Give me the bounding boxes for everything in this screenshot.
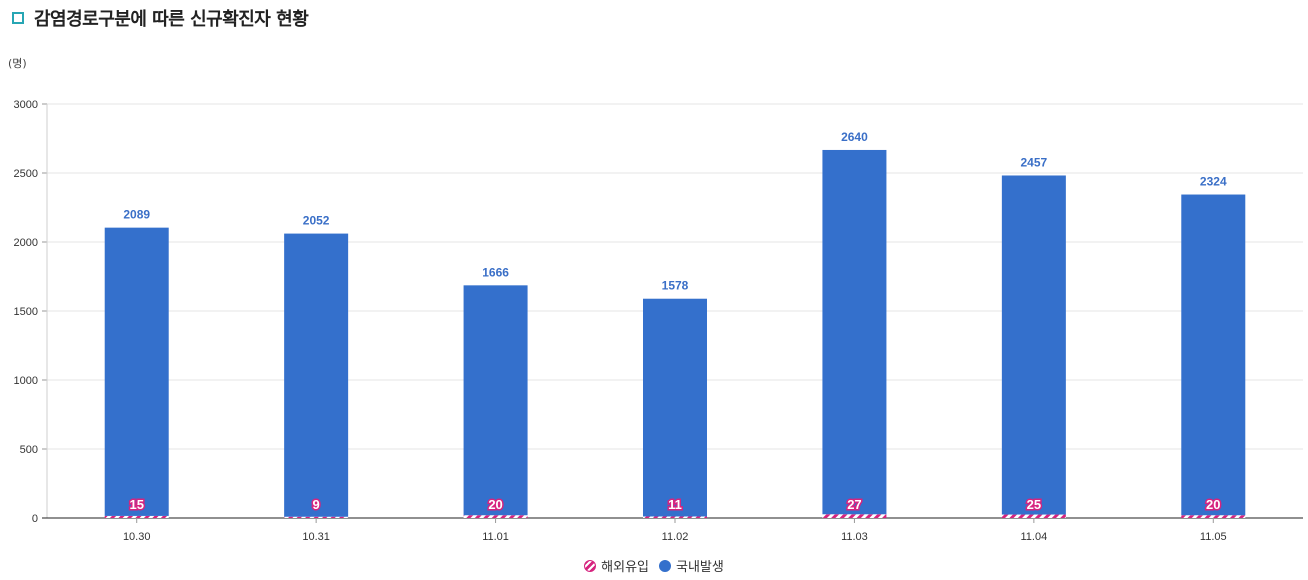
domestic-value-label: 2052: [303, 214, 330, 228]
y-tick-label: 2500: [14, 168, 38, 180]
x-tick-label: 11.03: [841, 531, 868, 543]
legend-label-domestic: 국내발생: [676, 560, 724, 575]
overseas-marker-icon: [584, 559, 597, 572]
overseas-bar: [463, 515, 528, 518]
overseas-bar: [1001, 514, 1066, 518]
overseas-value-label: 25: [1027, 497, 1041, 512]
overseas-bar: [104, 515, 169, 518]
y-tick-label: 0: [32, 513, 38, 525]
overseas-bar: [1181, 515, 1246, 518]
overseas-value-label: 9: [313, 497, 320, 512]
y-tick-label: 2000: [14, 237, 38, 249]
domestic-bar: [463, 285, 528, 516]
domestic-value-label: 2324: [1200, 175, 1227, 189]
page-title: 감염경로구분에 따른 신규확진자 현황: [34, 9, 309, 30]
y-axis-unit-label: (명): [8, 57, 27, 70]
domestic-bar: [1001, 175, 1066, 515]
domestic-value-label: 2089: [123, 208, 150, 222]
legend-item-overseas[interactable]: 해외유입: [584, 556, 649, 575]
x-tick-label: 10.31: [302, 531, 330, 543]
domestic-bar: [822, 149, 887, 515]
overseas-bar: [822, 514, 887, 518]
domestic-value-label: 2457: [1021, 155, 1048, 169]
title-marker-icon: [12, 12, 24, 24]
legend-item-domestic[interactable]: 국내발생: [659, 556, 724, 575]
y-tick-label: 500: [20, 444, 38, 456]
domestic-bar: [1181, 194, 1246, 516]
domestic-value-label: 1666: [482, 265, 509, 279]
domestic-value-label: 2640: [841, 130, 868, 144]
x-tick-label: 11.04: [1020, 531, 1047, 543]
y-tick-label: 1000: [14, 375, 38, 387]
domestic-value-label: 1578: [662, 279, 689, 293]
overseas-value-label: 15: [129, 497, 143, 512]
overseas-value-label: 27: [847, 497, 861, 512]
x-tick-label: 11.02: [662, 531, 689, 543]
overseas-value-label: 20: [1206, 497, 1220, 512]
y-tick-label: 3000: [14, 99, 38, 111]
domestic-bar: [643, 298, 707, 517]
domestic-bar: [284, 233, 349, 517]
overseas-value-label: 20: [488, 497, 502, 512]
overseas-bar: [284, 516, 349, 518]
y-tick-label: 1500: [14, 306, 38, 318]
domestic-marker-icon: [659, 559, 671, 572]
x-tick-label: 10.30: [123, 531, 151, 543]
chart-title-bar: 감염경로구분에 따른 신규확진자 현황: [12, 6, 309, 30]
x-tick-label: 11.05: [1200, 531, 1227, 543]
bar-chart: (명) 0 500 1000 1500 2000 2500 3000 2089 15 2052 9…: [8, 57, 1303, 543]
overseas-value-label: 11: [668, 497, 682, 512]
x-tick-label: 11.01: [482, 531, 509, 543]
chart-legend: 해외유입 국내발생: [0, 556, 1308, 575]
legend-label-overseas: 해외유입: [601, 560, 649, 575]
overseas-bar: [643, 516, 707, 518]
domestic-bar: [104, 227, 169, 516]
